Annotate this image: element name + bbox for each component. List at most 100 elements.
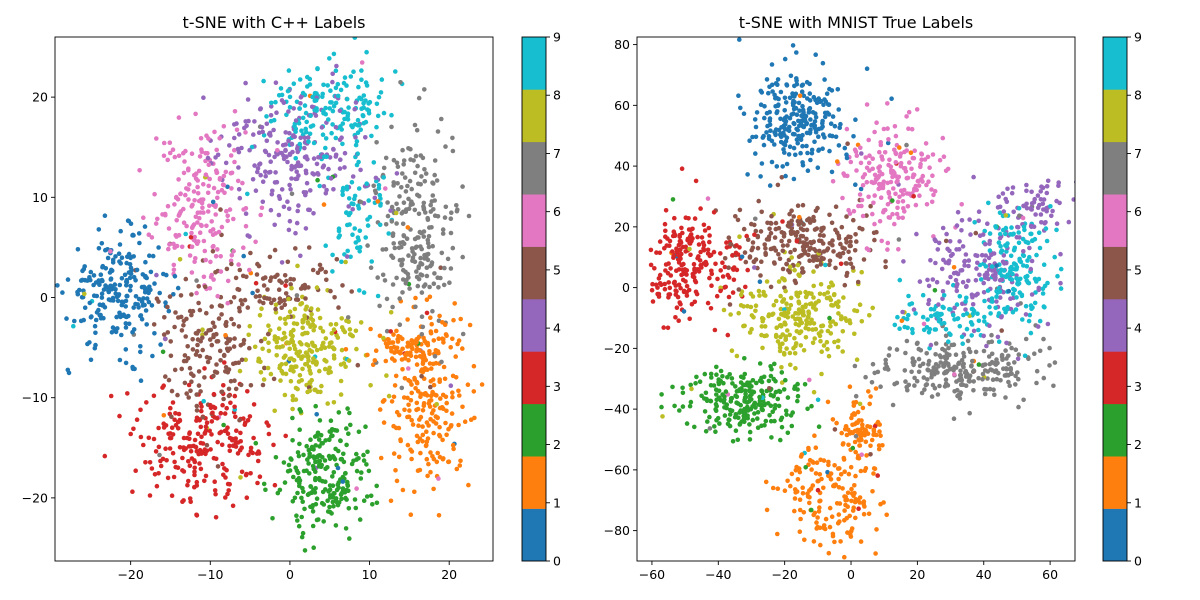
scatter-point: [227, 207, 233, 212]
scatter-point: [306, 461, 311, 466]
scatter-point: [854, 239, 859, 244]
scatter-point: [389, 349, 394, 354]
scatter-point: [414, 269, 419, 274]
scatter-point: [196, 168, 202, 174]
colorbar-tick-label: 2: [1134, 437, 1142, 452]
scatter-point: [769, 312, 775, 318]
scatter-point: [268, 113, 274, 118]
scatter-point: [360, 113, 366, 119]
scatter-point: [711, 210, 717, 215]
scatter-point: [1023, 336, 1029, 342]
scatter-point: [315, 177, 320, 183]
scatter-point: [276, 93, 282, 98]
scatter-point: [993, 368, 999, 373]
scatter-point: [374, 483, 380, 489]
scatter-point: [1047, 363, 1052, 368]
scatter-point: [285, 199, 290, 204]
scatter-point: [165, 330, 171, 335]
scatter-point: [123, 304, 128, 309]
scatter-point: [870, 156, 875, 161]
scatter-point: [712, 327, 718, 333]
scatter-point: [821, 343, 827, 348]
scatter-point: [826, 284, 832, 290]
scatter-point: [747, 254, 753, 259]
scatter-point: [327, 509, 333, 515]
scatter-point: [803, 113, 809, 119]
scatter-point: [394, 275, 399, 281]
scatter-point: [979, 252, 985, 258]
scatter-point: [1011, 231, 1016, 237]
scatter-point: [853, 149, 859, 154]
scatter-point: [853, 182, 858, 187]
scatter-point: [352, 106, 358, 112]
scatter-point: [920, 314, 926, 320]
scatter-point: [188, 388, 193, 394]
scatter-point: [784, 83, 790, 88]
scatter-point: [1029, 258, 1035, 264]
scatter-point: [427, 349, 432, 354]
scatter-point: [929, 199, 935, 205]
scatter-point: [1005, 307, 1010, 312]
scatter-point: [858, 145, 863, 151]
scatter-point: [714, 364, 719, 370]
scatter-point: [773, 220, 779, 226]
scatter-point: [284, 112, 289, 118]
scatter-point: [791, 346, 796, 351]
scatter-point: [718, 378, 723, 384]
scatter-point: [261, 283, 267, 288]
scatter-point: [151, 322, 157, 327]
scatter-point: [747, 138, 752, 143]
scatter-point: [982, 298, 987, 304]
scatter-point: [298, 253, 303, 259]
scatter-point: [55, 283, 60, 288]
scatter-point: [355, 130, 361, 135]
scatter-point: [460, 254, 466, 260]
scatter-point: [716, 388, 722, 394]
scatter-point: [358, 199, 364, 205]
scatter-point: [331, 353, 337, 358]
scatter-point: [413, 153, 419, 159]
scatter-point: [807, 247, 812, 252]
scatter-point: [339, 259, 344, 265]
scatter-point: [857, 429, 862, 435]
scatter-point: [854, 168, 859, 173]
scatter-point: [109, 267, 114, 273]
scatter-point: [165, 157, 170, 163]
scatter-point: [835, 344, 841, 350]
scatter-point: [364, 494, 370, 499]
scatter-point: [341, 451, 346, 457]
scatter-point: [982, 272, 988, 278]
scatter-point: [88, 277, 93, 283]
scatter-point: [345, 315, 351, 320]
scatter-point: [352, 196, 357, 202]
scatter-point: [985, 376, 990, 381]
scatter-point: [192, 469, 197, 475]
scatter-point: [276, 287, 282, 293]
scatter-point: [929, 371, 935, 377]
scatter-point: [1027, 245, 1032, 251]
scatter-point: [298, 101, 303, 106]
scatter-point: [785, 328, 790, 333]
scatter-point: [854, 153, 860, 158]
scatter-point: [830, 179, 836, 184]
scatter-point: [880, 443, 885, 448]
scatter-point: [333, 321, 339, 327]
scatter-point: [1045, 280, 1050, 286]
scatter-point: [147, 460, 153, 465]
scatter-point: [225, 431, 231, 437]
scatter-point: [166, 246, 171, 252]
scatter-point: [846, 234, 851, 239]
scatter-point: [1006, 288, 1012, 294]
scatter-point: [134, 267, 140, 273]
scatter-point: [208, 447, 213, 452]
y-tick-label: 80: [614, 37, 630, 52]
scatter-point: [994, 263, 999, 269]
scatter-point: [722, 255, 728, 261]
scatter-point: [856, 506, 861, 512]
scatter-point: [319, 383, 324, 389]
scatter-point: [769, 435, 774, 440]
scatter-point: [768, 128, 773, 133]
scatter-point: [265, 287, 270, 292]
scatter-point: [275, 490, 281, 496]
scatter-point: [757, 361, 763, 366]
